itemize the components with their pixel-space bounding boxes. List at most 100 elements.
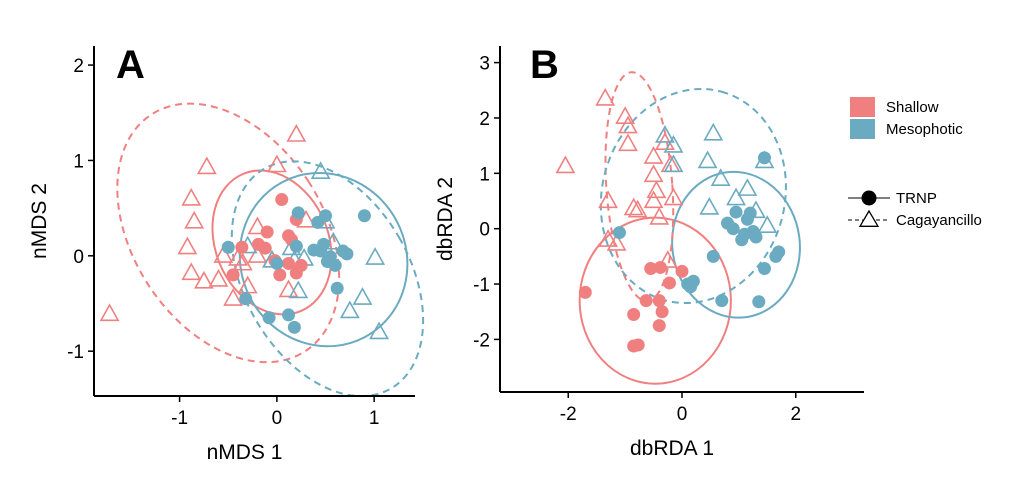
point-shallow-cagayancillo bbox=[643, 164, 664, 183]
point-shallow-cagayancillo bbox=[555, 155, 576, 174]
point-mesophotic-cagayancillo bbox=[697, 150, 718, 169]
point-mesophotic-trnp bbox=[282, 308, 296, 322]
x-axis-title: dbRDA 1 bbox=[630, 437, 714, 460]
y-axis-title: nMDS 2 bbox=[28, 183, 51, 259]
point-shallow-cagayancillo bbox=[228, 248, 248, 266]
point-mesophotic-cagayancillo bbox=[339, 300, 360, 319]
ellipse-shallow-trnp bbox=[578, 216, 732, 385]
point-shallow-trnp bbox=[275, 193, 289, 207]
point-mesophotic-trnp bbox=[328, 258, 342, 272]
point-shallow-trnp bbox=[652, 294, 666, 308]
point-shallow-cagayancillo bbox=[646, 180, 667, 199]
point-mesophotic-trnp bbox=[726, 222, 740, 236]
y-axis-title: dbRDA 2 bbox=[434, 177, 457, 261]
point-shallow-trnp bbox=[258, 241, 272, 255]
point-shallow-cagayancillo bbox=[223, 288, 244, 306]
point-shallow-cagayancillo bbox=[618, 133, 638, 152]
point-mesophotic-trnp bbox=[715, 294, 729, 308]
panel-label: A bbox=[116, 43, 145, 87]
point-mesophotic-trnp bbox=[289, 239, 303, 253]
y-tick-label: 2 bbox=[479, 109, 490, 130]
point-shallow-trnp bbox=[631, 338, 645, 352]
y-tick-label: 2 bbox=[73, 56, 84, 77]
legend-label-shallow: Shallow bbox=[886, 99, 939, 116]
point-mesophotic-trnp bbox=[291, 206, 305, 220]
point-shallow-cagayancillo bbox=[649, 206, 670, 225]
point-mesophotic-trnp bbox=[319, 209, 333, 223]
x-tick-label: 1 bbox=[369, 408, 380, 429]
point-shallow-trnp bbox=[578, 285, 592, 299]
point-shallow-cagayancillo bbox=[247, 245, 268, 263]
point-mesophotic-trnp bbox=[330, 281, 344, 295]
point-mesophotic-cagayancillo bbox=[655, 125, 675, 143]
point-shallow-trnp bbox=[226, 268, 240, 282]
point-mesophotic-trnp bbox=[221, 240, 235, 254]
point-mesophotic-trnp bbox=[757, 151, 771, 165]
point-mesophotic-trnp bbox=[340, 247, 354, 261]
point-mesophotic-cagayancillo bbox=[726, 187, 746, 206]
y-tick-label: 0 bbox=[479, 220, 490, 241]
point-shallow-trnp bbox=[294, 258, 308, 272]
point-shallow-cagayancillo bbox=[627, 199, 648, 218]
point-mesophotic-cagayancillo bbox=[663, 135, 684, 153]
point-shallow-cagayancillo bbox=[598, 229, 618, 247]
point-shallow-cagayancillo bbox=[184, 210, 205, 229]
point-mesophotic-trnp bbox=[729, 205, 743, 219]
point-shallow-cagayancillo bbox=[266, 154, 287, 173]
point-shallow-cagayancillo bbox=[595, 87, 616, 106]
point-shallow-cagayancillo bbox=[598, 190, 618, 209]
ellipse-mesophotic-cagayancillo bbox=[230, 160, 425, 398]
point-mesophotic-cagayancillo bbox=[352, 287, 373, 305]
y-tick-label: -2 bbox=[473, 330, 490, 351]
point-shallow-trnp bbox=[644, 262, 658, 276]
y-tick-label: 1 bbox=[73, 151, 84, 172]
point-shallow-cagayancillo bbox=[643, 146, 664, 164]
legend-label-cagayancillo: Cagayancillo bbox=[896, 212, 982, 229]
point-shallow-cagayancillo bbox=[99, 303, 120, 322]
ellipse-mesophotic-trnp bbox=[671, 170, 801, 319]
point-mesophotic-trnp bbox=[772, 245, 786, 259]
point-shallow-cagayancillo bbox=[232, 252, 253, 271]
legend-label-trnp: TRNP bbox=[896, 190, 937, 207]
point-shallow-trnp bbox=[662, 276, 676, 290]
x-tick-label: 0 bbox=[677, 404, 688, 425]
legend-marker-triangle bbox=[858, 209, 880, 227]
point-shallow-trnp bbox=[260, 225, 274, 239]
point-mesophotic-cagayancillo bbox=[663, 154, 684, 173]
y-tick-label: 3 bbox=[479, 54, 490, 75]
point-mesophotic-cagayancillo bbox=[757, 215, 778, 234]
point-shallow-trnp bbox=[655, 305, 669, 319]
point-shallow-cagayancillo bbox=[196, 156, 217, 175]
ellipse-shallow-cagayancillo bbox=[116, 102, 341, 364]
point-shallow-cagayancillo bbox=[177, 236, 198, 255]
point-mesophotic-trnp bbox=[239, 292, 253, 306]
y-tick-label: -1 bbox=[67, 342, 84, 363]
point-shallow-cagayancillo bbox=[606, 232, 627, 251]
point-shallow-cagayancillo bbox=[278, 279, 299, 298]
point-shallow-cagayancillo bbox=[208, 269, 229, 287]
point-shallow-cagayancillo bbox=[194, 270, 214, 289]
point-mesophotic-trnp bbox=[270, 256, 284, 270]
legend-swatch-shallow bbox=[850, 97, 875, 117]
point-shallow-trnp bbox=[282, 256, 296, 270]
x-tick-label: 0 bbox=[272, 408, 283, 429]
point-mesophotic-cagayancillo bbox=[699, 197, 720, 215]
point-shallow-trnp bbox=[652, 319, 666, 333]
legend-swatch-mesophotic bbox=[850, 119, 875, 139]
point-mesophotic-trnp bbox=[743, 206, 757, 220]
point-shallow-cagayancillo bbox=[213, 245, 234, 263]
point-shallow-trnp bbox=[675, 264, 689, 278]
panel-label: B bbox=[530, 43, 559, 87]
legend-marker-circle bbox=[861, 190, 877, 206]
point-shallow-trnp bbox=[627, 307, 641, 321]
panel-a-nmds-plot: -1 0 1 -1 0 1 2 nMDS 1 nMDS 2 A bbox=[28, 43, 425, 464]
point-shallow-trnp bbox=[653, 260, 667, 274]
legend: Shallow Mesophotic TRNP Cagayancillo bbox=[848, 97, 982, 229]
point-shallow-cagayancillo bbox=[286, 124, 307, 142]
point-mesophotic-trnp bbox=[287, 320, 301, 334]
point-mesophotic-cagayancillo bbox=[310, 161, 331, 179]
point-mesophotic-trnp bbox=[757, 262, 771, 276]
y-tick-label: -1 bbox=[473, 275, 490, 296]
y-tick-label: 1 bbox=[479, 164, 490, 185]
